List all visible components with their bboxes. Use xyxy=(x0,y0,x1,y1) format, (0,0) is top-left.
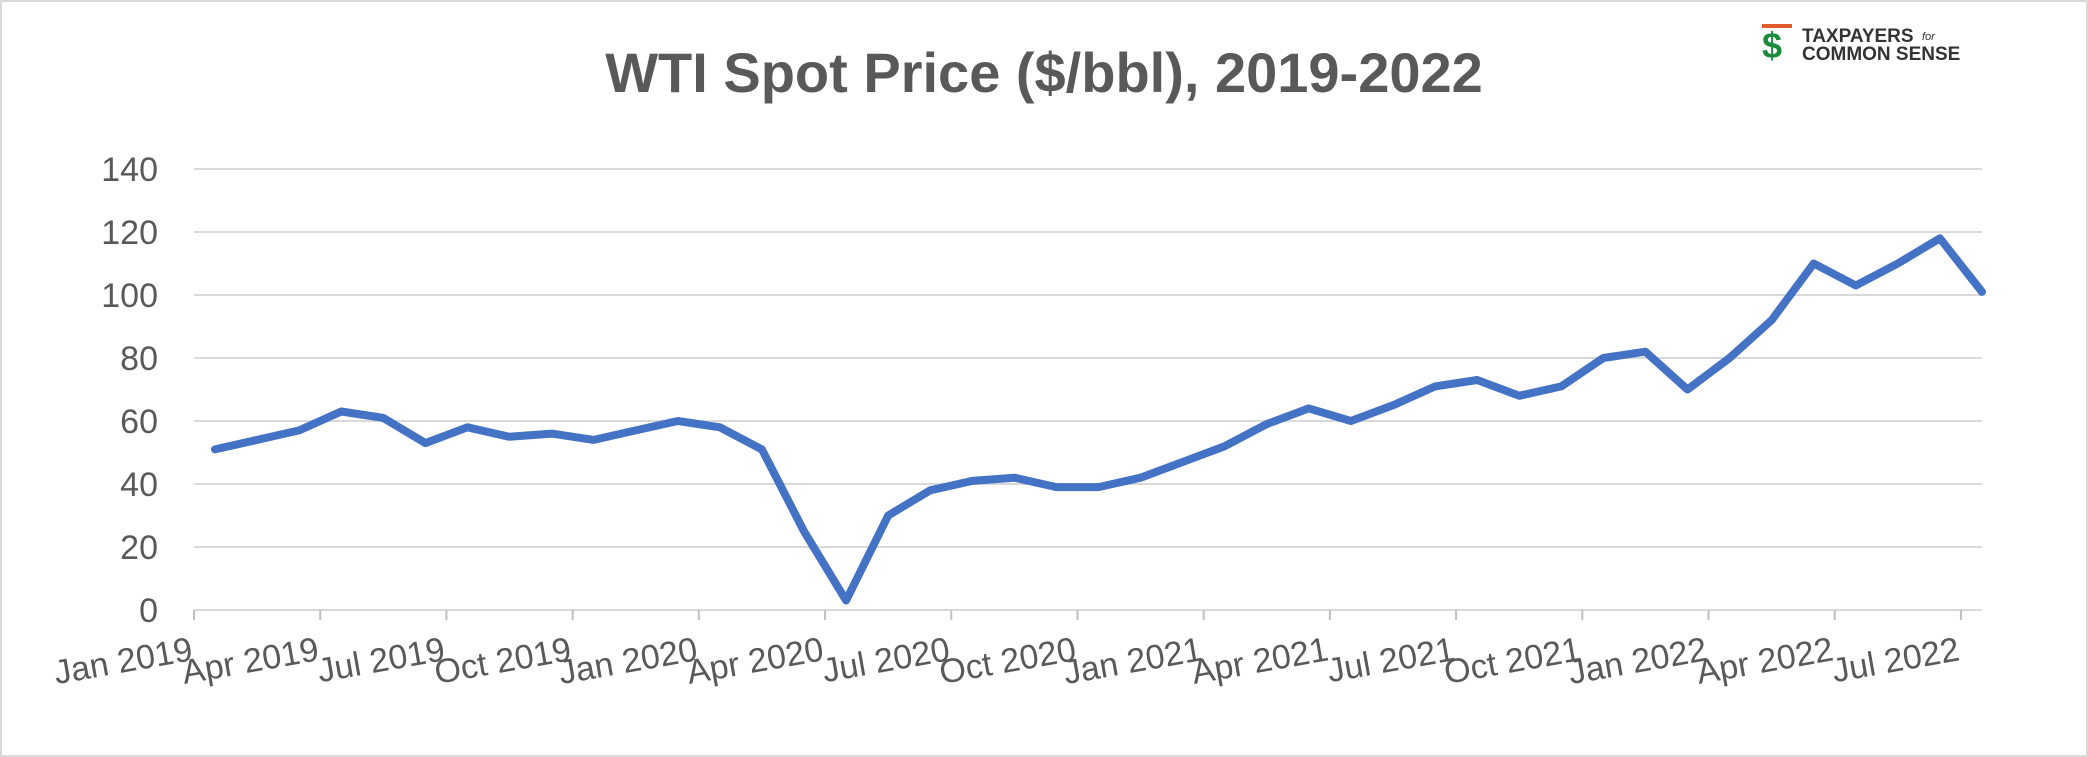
y-tick-label: 140 xyxy=(101,151,158,189)
y-tick-label: 20 xyxy=(120,529,158,567)
logo-text: COMMON SENSE xyxy=(1802,44,1960,65)
chart-title: WTI Spot Price ($/bbl), 2019-2022 xyxy=(605,41,1483,104)
logo-text: for xyxy=(1922,31,1936,43)
y-tick-label: 40 xyxy=(120,466,158,504)
logo-bar xyxy=(1762,24,1792,28)
logo-text: TAXPAYERS xyxy=(1802,26,1914,47)
y-tick-label: 100 xyxy=(101,277,158,315)
y-tick-label: 80 xyxy=(120,340,158,378)
y-tick-label: 60 xyxy=(120,403,158,441)
y-tick-label: 0 xyxy=(139,592,158,630)
y-tick-label: 120 xyxy=(101,214,158,252)
logo: $ TAXPAYERS for COMMON SENSE xyxy=(1762,24,1960,66)
logo-icon: $ xyxy=(1762,25,1782,66)
line-series xyxy=(211,234,1986,605)
